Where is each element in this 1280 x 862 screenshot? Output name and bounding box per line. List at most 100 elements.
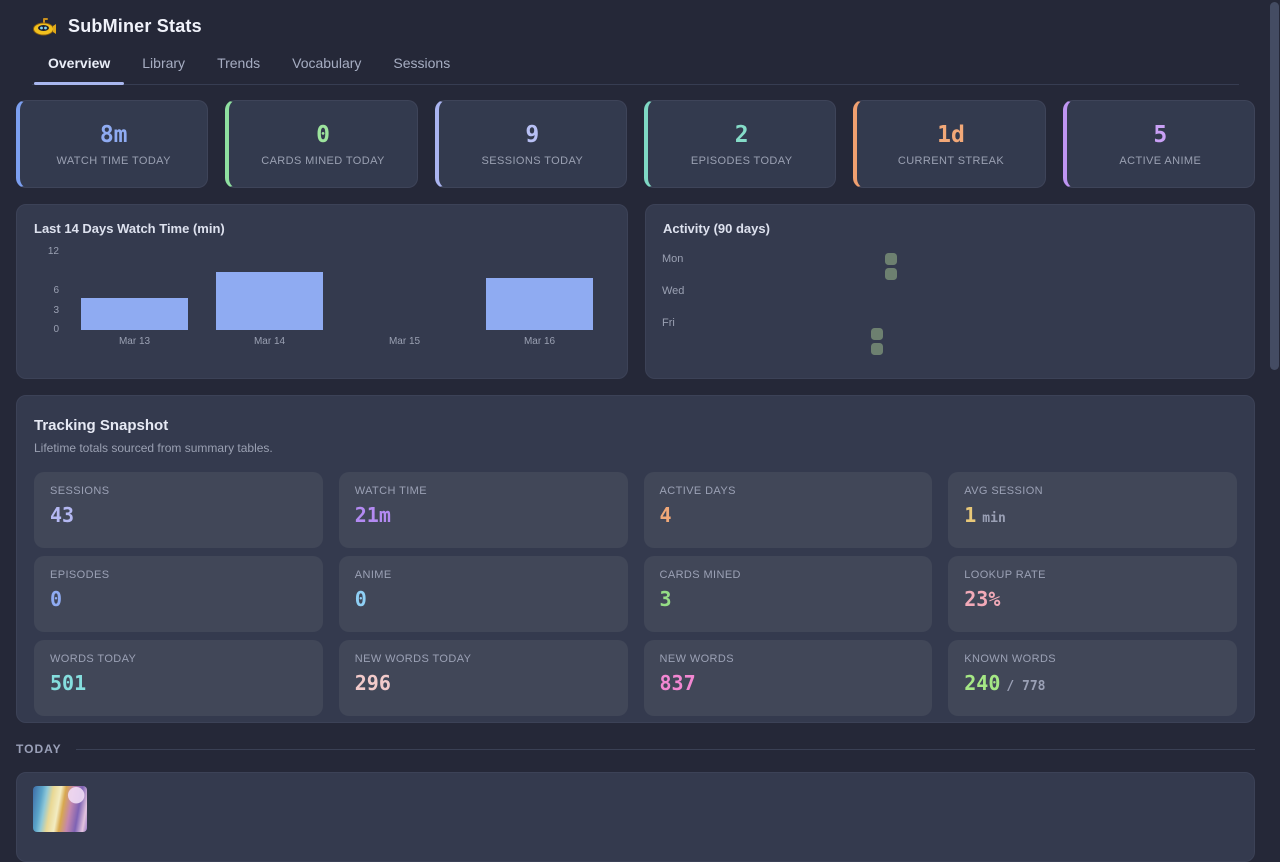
- heatmap-active-cell: [871, 328, 883, 340]
- watch-time-chart-card: Last 14 Days Watch Time (min) 12 6 3 0 Mar 1…: [16, 204, 628, 379]
- snapshot-tile-lookup-rate: LOOKUP RATE 23%: [948, 556, 1237, 632]
- snapshot-tile-active-days: ACTIVE DAYS 4: [643, 472, 933, 548]
- tile-label: WATCH TIME: [354, 485, 427, 497]
- tile-label: NEW WORDS TODAY: [354, 653, 472, 665]
- tab-trends[interactable]: Trends: [217, 55, 261, 71]
- snapshot-tile-words-today: WORDS TODAY 501: [34, 640, 323, 716]
- tile-value: 4: [660, 503, 917, 527]
- today-label: TODAY: [16, 742, 62, 756]
- tile-label: LOOKUP RATE: [964, 569, 1046, 581]
- tile-value: 23%: [964, 587, 1221, 611]
- snapshot-tile-episodes: EPISODES 0: [34, 556, 323, 632]
- tracking-snapshot-card: Tracking Snapshot Lifetime totals source…: [16, 395, 1255, 723]
- snapshot-tile-new-words: NEW WORDS 837: [643, 640, 933, 716]
- tile-value: 0: [50, 587, 307, 611]
- tile-label: ACTIVE DAYS: [659, 485, 736, 497]
- y-axis-tick: 12: [47, 246, 59, 257]
- bar-mar-16: [486, 278, 593, 330]
- stat-card-sessions-today: 9 SESSIONS TODAY: [434, 100, 627, 188]
- stat-value: 0: [316, 121, 330, 148]
- app-header: SubMiner Stats: [16, 0, 1255, 37]
- snapshot-title: Tracking Snapshot: [34, 417, 169, 434]
- stat-value: 1d: [937, 121, 965, 148]
- tile-value: 240 / 778: [964, 671, 1221, 695]
- heatmap-day-label-fri: Fri: [662, 317, 675, 329]
- tile-value: 3: [660, 587, 917, 611]
- stat-card-active-anime: 5 ACTIVE ANIME: [1062, 100, 1255, 188]
- stat-label: EPISODES TODAY: [690, 154, 793, 167]
- today-divider: [75, 748, 1255, 750]
- activity-heatmap-card: Activity (90 days) Mon Wed Fri: [645, 204, 1255, 379]
- tile-label: NEW WORDS: [659, 653, 734, 665]
- tile-value-number: 1: [964, 503, 977, 527]
- heatmap-day-label-wed: Wed: [662, 285, 685, 297]
- tile-value-number: 0: [50, 587, 63, 611]
- snapshot-tile-avg-session: AVG SESSION 1 min: [948, 472, 1237, 548]
- y-axis-tick: 0: [53, 324, 59, 335]
- submarine-icon: [32, 17, 56, 37]
- tile-label: EPISODES: [50, 569, 110, 581]
- today-session-card[interactable]: [16, 772, 1255, 862]
- today-section-header: TODAY: [16, 742, 1255, 756]
- snapshot-tile-known-words: KNOWN WORDS 240 / 778: [948, 640, 1237, 716]
- snapshot-tile-grid: SESSIONS 43 WATCH TIME 21m ACTIVE DAYS 4 AVG S…: [34, 472, 1237, 716]
- x-axis-label: Mar 16: [523, 336, 556, 347]
- tile-value: 21m: [355, 503, 612, 527]
- tile-value-number: 501: [50, 671, 87, 695]
- heatmap-active-cell: [885, 253, 897, 265]
- tile-value: 1 min: [964, 503, 1221, 527]
- snapshot-subtitle: Lifetime totals sourced from summary tab…: [34, 441, 273, 455]
- tile-label: WORDS TODAY: [50, 653, 137, 665]
- stat-value: 2: [734, 121, 749, 148]
- tile-label: CARDS MINED: [659, 569, 741, 581]
- tile-label: SESSIONS: [50, 485, 110, 497]
- chart-title: Last 14 Days Watch Time (min): [34, 221, 225, 236]
- snapshot-tile-cards-mined: CARDS MINED 3: [643, 556, 933, 632]
- tile-value-number: 43: [50, 503, 75, 527]
- charts-row: Last 14 Days Watch Time (min) 12 6 3 0 Mar 1…: [16, 204, 1255, 379]
- dashboard-page: SubMiner Stats Overview Library Trends Voca…: [16, 0, 1255, 862]
- episode-thumbnail: [33, 786, 87, 832]
- stat-label: ACTIVE ANIME: [1119, 154, 1202, 167]
- tile-value: 837: [660, 671, 917, 695]
- bar-chart: 12 6 3 0 Mar 13 Mar 14 Mar 15 Mar 16: [17, 205, 627, 378]
- app-title: SubMiner Stats: [68, 16, 202, 36]
- snapshot-tile-watch-time: WATCH TIME 21m: [338, 472, 628, 548]
- scrollbar-thumb[interactable]: [1270, 2, 1279, 370]
- stat-card-current-streak: 1d CURRENT STREAK: [853, 100, 1046, 188]
- nav-tabs: Overview Library Trends Vocabulary Sessions: [32, 47, 1239, 85]
- activity-title: Activity (90 days): [663, 221, 770, 236]
- tile-value-number: 296: [354, 671, 391, 695]
- bar-mar-14: [216, 271, 323, 330]
- stat-cards-row: 8m WATCH TIME TODAY 0 CARDS MINED TODAY 9 SES…: [16, 100, 1255, 188]
- tile-value: 0: [355, 587, 612, 611]
- tile-value-number: 240: [964, 671, 1001, 695]
- stat-label: CURRENT STREAK: [897, 154, 1005, 167]
- stat-value: 5: [1153, 121, 1168, 148]
- tile-label: ANIME: [354, 569, 392, 581]
- tab-sessions[interactable]: Sessions: [393, 55, 451, 71]
- tile-label: KNOWN WORDS: [964, 653, 1057, 665]
- stat-label: SESSIONS TODAY: [481, 154, 584, 167]
- heatmap-day-label-mon: Mon: [662, 253, 684, 265]
- tab-library[interactable]: Library: [142, 55, 186, 71]
- scrollbar[interactable]: [1270, 0, 1279, 800]
- heatmap-active-cell: [871, 343, 883, 355]
- tab-vocabulary[interactable]: Vocabulary: [292, 55, 362, 71]
- x-axis-label: Mar 13: [118, 336, 151, 347]
- tab-overview[interactable]: Overview: [32, 47, 126, 85]
- tile-value: 501: [50, 671, 307, 695]
- stat-value: 8m: [99, 121, 128, 148]
- bar-mar-13: [81, 297, 188, 330]
- snapshot-tile-anime: ANIME 0: [338, 556, 628, 632]
- tile-value-suffix: / 778: [1006, 679, 1046, 694]
- x-axis-label: Mar 14: [253, 336, 286, 347]
- stat-card-watch-time-today: 8m WATCH TIME TODAY: [16, 100, 209, 188]
- y-axis-tick: 3: [53, 304, 59, 316]
- tile-value-number: 837: [659, 671, 696, 695]
- stat-label: WATCH TIME TODAY: [56, 154, 171, 167]
- stat-card-cards-mined-today: 0 CARDS MINED TODAY: [225, 100, 418, 188]
- snapshot-tile-new-words-today: NEW WORDS TODAY 296: [338, 640, 628, 716]
- tile-label: AVG SESSION: [964, 485, 1044, 497]
- y-axis-tick: 6: [53, 285, 59, 296]
